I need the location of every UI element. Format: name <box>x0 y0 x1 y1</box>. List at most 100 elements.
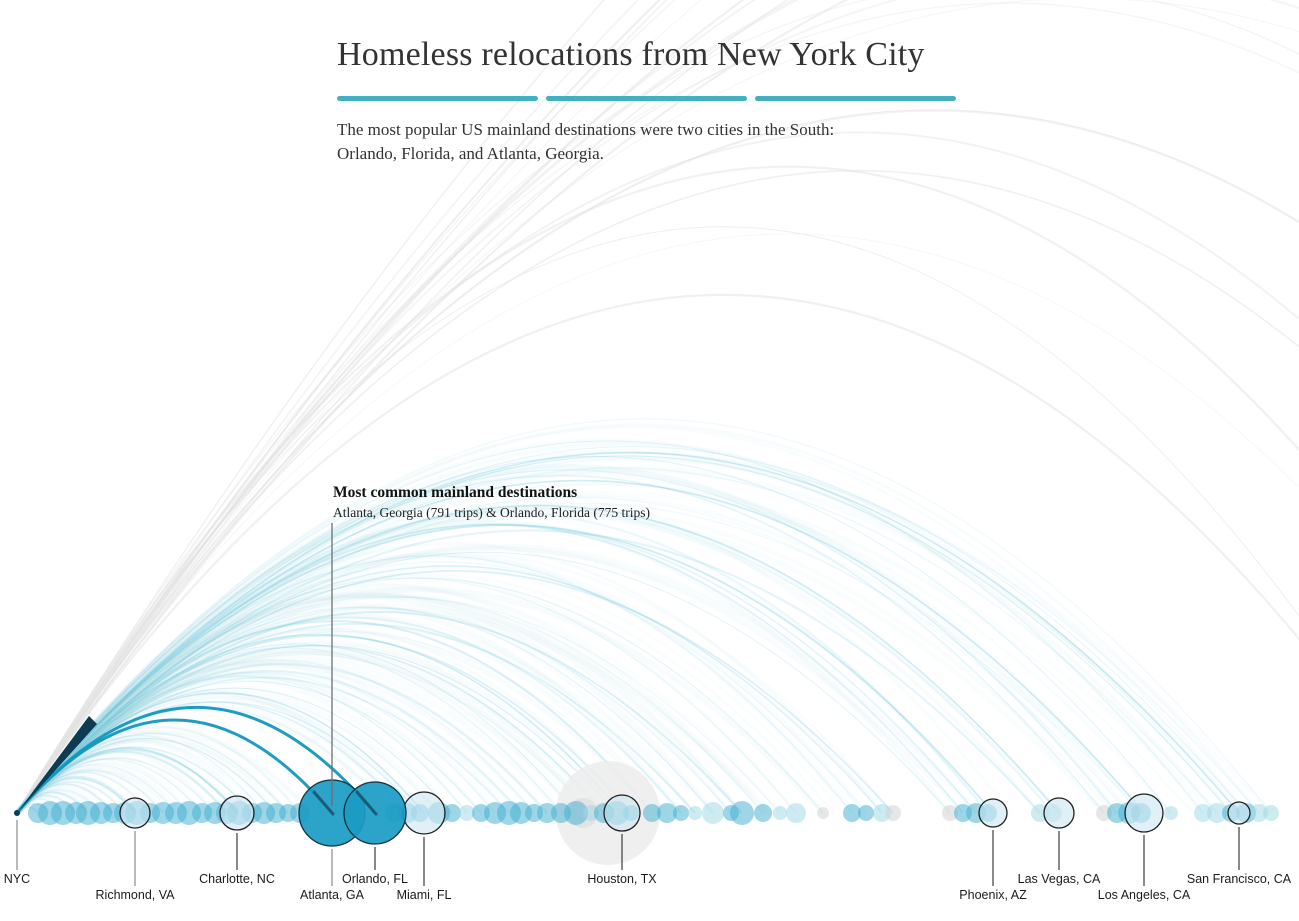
trip-arc-soft <box>14 689 410 815</box>
destination-dot <box>885 805 901 821</box>
page-title: Homeless relocations from New York City <box>337 36 925 73</box>
trip-arc <box>16 456 1172 814</box>
trip-arc-soft <box>15 438 1205 815</box>
trip-arc-soft <box>14 511 1107 815</box>
background-arc <box>15 564 846 815</box>
background-arc <box>15 731 314 815</box>
trip-arc <box>16 647 562 814</box>
trip-arc <box>16 645 618 814</box>
offmap-arc <box>16 0 1299 814</box>
arc-entry-segment <box>355 790 378 816</box>
trip-arc-soft <box>14 592 716 815</box>
background-arc <box>15 572 836 815</box>
trip-arc <box>16 671 496 814</box>
city-circle-charlotte-nc <box>219 795 255 831</box>
destination-dot <box>673 805 689 821</box>
trip-arc-soft <box>15 663 536 815</box>
destination-dot <box>643 804 661 822</box>
offmap-arc <box>16 0 661 814</box>
destination-dot <box>510 802 532 824</box>
background-arc <box>14 490 1215 815</box>
trip-arc <box>16 523 964 814</box>
trip-arc-soft <box>15 614 697 815</box>
destination-dot <box>443 804 461 822</box>
trip-arc-soft <box>15 506 1042 815</box>
background-arc <box>15 648 595 815</box>
trip-arc <box>16 606 714 814</box>
trip-arc-soft <box>14 646 607 815</box>
trip-arc-soft <box>15 542 884 815</box>
trip-arc <box>16 746 253 814</box>
background-arc <box>16 565 887 814</box>
accent-bars <box>337 96 977 101</box>
offmap-arc <box>16 0 789 814</box>
trip-arc <box>16 475 1105 814</box>
subtitle-line-1: The most popular US mainland destination… <box>337 120 835 139</box>
destination-dot <box>942 805 958 821</box>
annotation-detail: Atlanta, Georgia (791 trips) & Orlando, … <box>333 505 650 520</box>
trip-arc-soft <box>15 651 593 815</box>
trip-arc-soft <box>14 675 455 815</box>
trip-arc-soft <box>15 545 965 815</box>
trip-arc <box>16 577 824 814</box>
annotation-callout: Most common mainland destinations Atlant… <box>333 484 650 521</box>
trip-arc <box>16 663 548 814</box>
background-arc <box>15 592 743 815</box>
trip-arc <box>16 653 592 814</box>
trip-arc <box>16 595 764 814</box>
subtitle-line-2: Orlando, Florida, and Atlanta, Georgia. <box>337 144 604 163</box>
trip-arc <box>16 418 1272 814</box>
offmap-arc <box>16 2 1299 814</box>
trip-arc-soft <box>15 551 895 814</box>
destination-dot <box>1250 804 1268 822</box>
highlight-arc-orlando-fl <box>15 706 377 814</box>
city-circle-los-angeles-ca <box>1124 793 1164 833</box>
city-circle-phoenix-az <box>978 798 1008 828</box>
background-arc <box>15 482 1195 814</box>
trip-arc-las-vegas-ca <box>16 504 1060 814</box>
trip-arc-soft <box>15 593 733 815</box>
background-arc <box>15 583 743 814</box>
offmap-arc <box>16 131 1299 814</box>
background-arc <box>15 655 567 815</box>
trip-arc <box>16 446 1247 814</box>
background-arc <box>14 603 773 815</box>
trip-arc-soft <box>15 659 563 815</box>
offmap-arc <box>16 165 1299 814</box>
trip-arc <box>16 570 894 814</box>
destination-dot <box>773 806 787 820</box>
offmap-arc <box>16 0 745 814</box>
trip-arc <box>16 622 696 814</box>
accent-bar <box>337 96 538 101</box>
trip-arc <box>16 551 951 814</box>
trip-arc <box>16 511 989 814</box>
background-arc <box>15 607 770 815</box>
trip-arc <box>16 496 1130 814</box>
offmap-arc <box>16 0 640 814</box>
destination-dot <box>459 805 475 821</box>
trip-arc-phoenix-az <box>16 524 994 814</box>
city-label-atlanta-ga: Atlanta, GA <box>300 888 365 902</box>
offmap-arc <box>16 0 797 814</box>
trip-arc <box>16 596 781 814</box>
destination-dot <box>786 803 806 823</box>
trip-arc-soft <box>14 766 179 815</box>
trip-arc-soft <box>15 494 1146 815</box>
trip-arc <box>16 555 853 814</box>
trip-arc-soft <box>15 523 995 815</box>
trip-arc-soft <box>15 504 1055 815</box>
trip-arc <box>16 455 1232 814</box>
trip-arc <box>16 611 743 814</box>
city-label-phoenix-az: Phoenix, AZ <box>959 888 1027 902</box>
city-circle-houston-tx <box>603 794 641 832</box>
trip-arc <box>16 440 1204 814</box>
trip-arc-soft <box>15 628 654 815</box>
trip-arc <box>16 643 577 814</box>
trip-arc-soft <box>15 661 497 815</box>
nyc-origin-point <box>14 810 20 816</box>
trip-arc-soft <box>15 423 1261 815</box>
accent-bar <box>546 96 747 101</box>
destination-dot <box>1194 804 1212 822</box>
trip-arc <box>16 508 1054 814</box>
trip-arc-soft <box>15 425 1248 814</box>
